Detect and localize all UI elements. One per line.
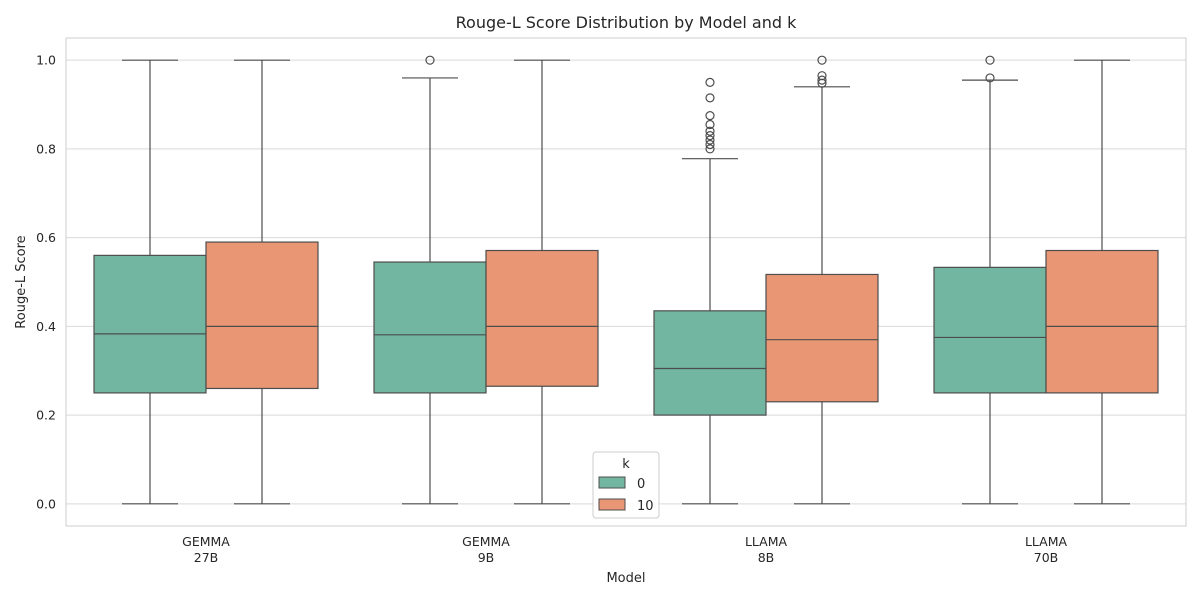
legend-swatch-1 [598,498,626,511]
x-tick-label-line1: GEMMA [462,534,510,549]
outlier-point [425,55,435,65]
y-axis-label: Rouge-L Score [14,235,29,328]
chart-title: Rouge-L Score Distribution by Model and … [456,13,797,32]
outlier-point [705,77,715,87]
outlier-point [817,71,827,81]
y-tick-label: 1.0 [36,53,56,68]
y-tick-label: 0.8 [36,141,56,156]
x-tick-label-line2: 70B [1034,550,1058,565]
legend-title: k [622,457,630,472]
box [653,310,767,416]
outlier-point [705,111,715,121]
outlier-point [705,93,715,103]
legend-swatch-0 [598,476,626,489]
box [373,261,487,394]
box [765,273,879,403]
outlier-point [705,139,715,150]
box [933,266,1047,394]
outlier-point [705,119,715,130]
box [1045,249,1159,394]
x-axis-label: Model [606,571,645,586]
legend-label-1: 10 [637,499,654,514]
outlier-point [705,135,715,145]
x-tick-label-line2: 27B [194,550,218,565]
outlier-point [705,131,715,141]
x-tick-label-line2: 9B [478,550,495,565]
y-tick-label: 0.2 [36,408,56,423]
outlier-point [705,126,715,136]
x-tick-label-line1: GEMMA [182,534,230,549]
y-tick-label: 0.0 [36,496,56,511]
outlier-point [985,73,995,83]
box [485,249,599,387]
y-tick-label: 0.4 [36,319,56,334]
outlier-point [817,75,827,85]
box-series [93,55,1159,505]
x-tick-label-line1: LLAMA [745,534,788,549]
y-tick-labels: 0.0 0.2 0.4 0.6 0.8 1.0 [36,53,56,512]
box [205,241,319,390]
legend-label-0: 0 [637,477,645,492]
legend: k 0 10 [592,451,660,519]
plot-frame [65,37,1187,527]
box [93,254,207,394]
x-tick-label-line1: LLAMA [1025,534,1068,549]
x-tick-label-line2: 8B [758,550,775,565]
outlier-point [705,144,715,154]
outlier-point [985,55,995,65]
outlier-point [817,55,827,65]
y-tick-label: 0.6 [36,230,56,245]
